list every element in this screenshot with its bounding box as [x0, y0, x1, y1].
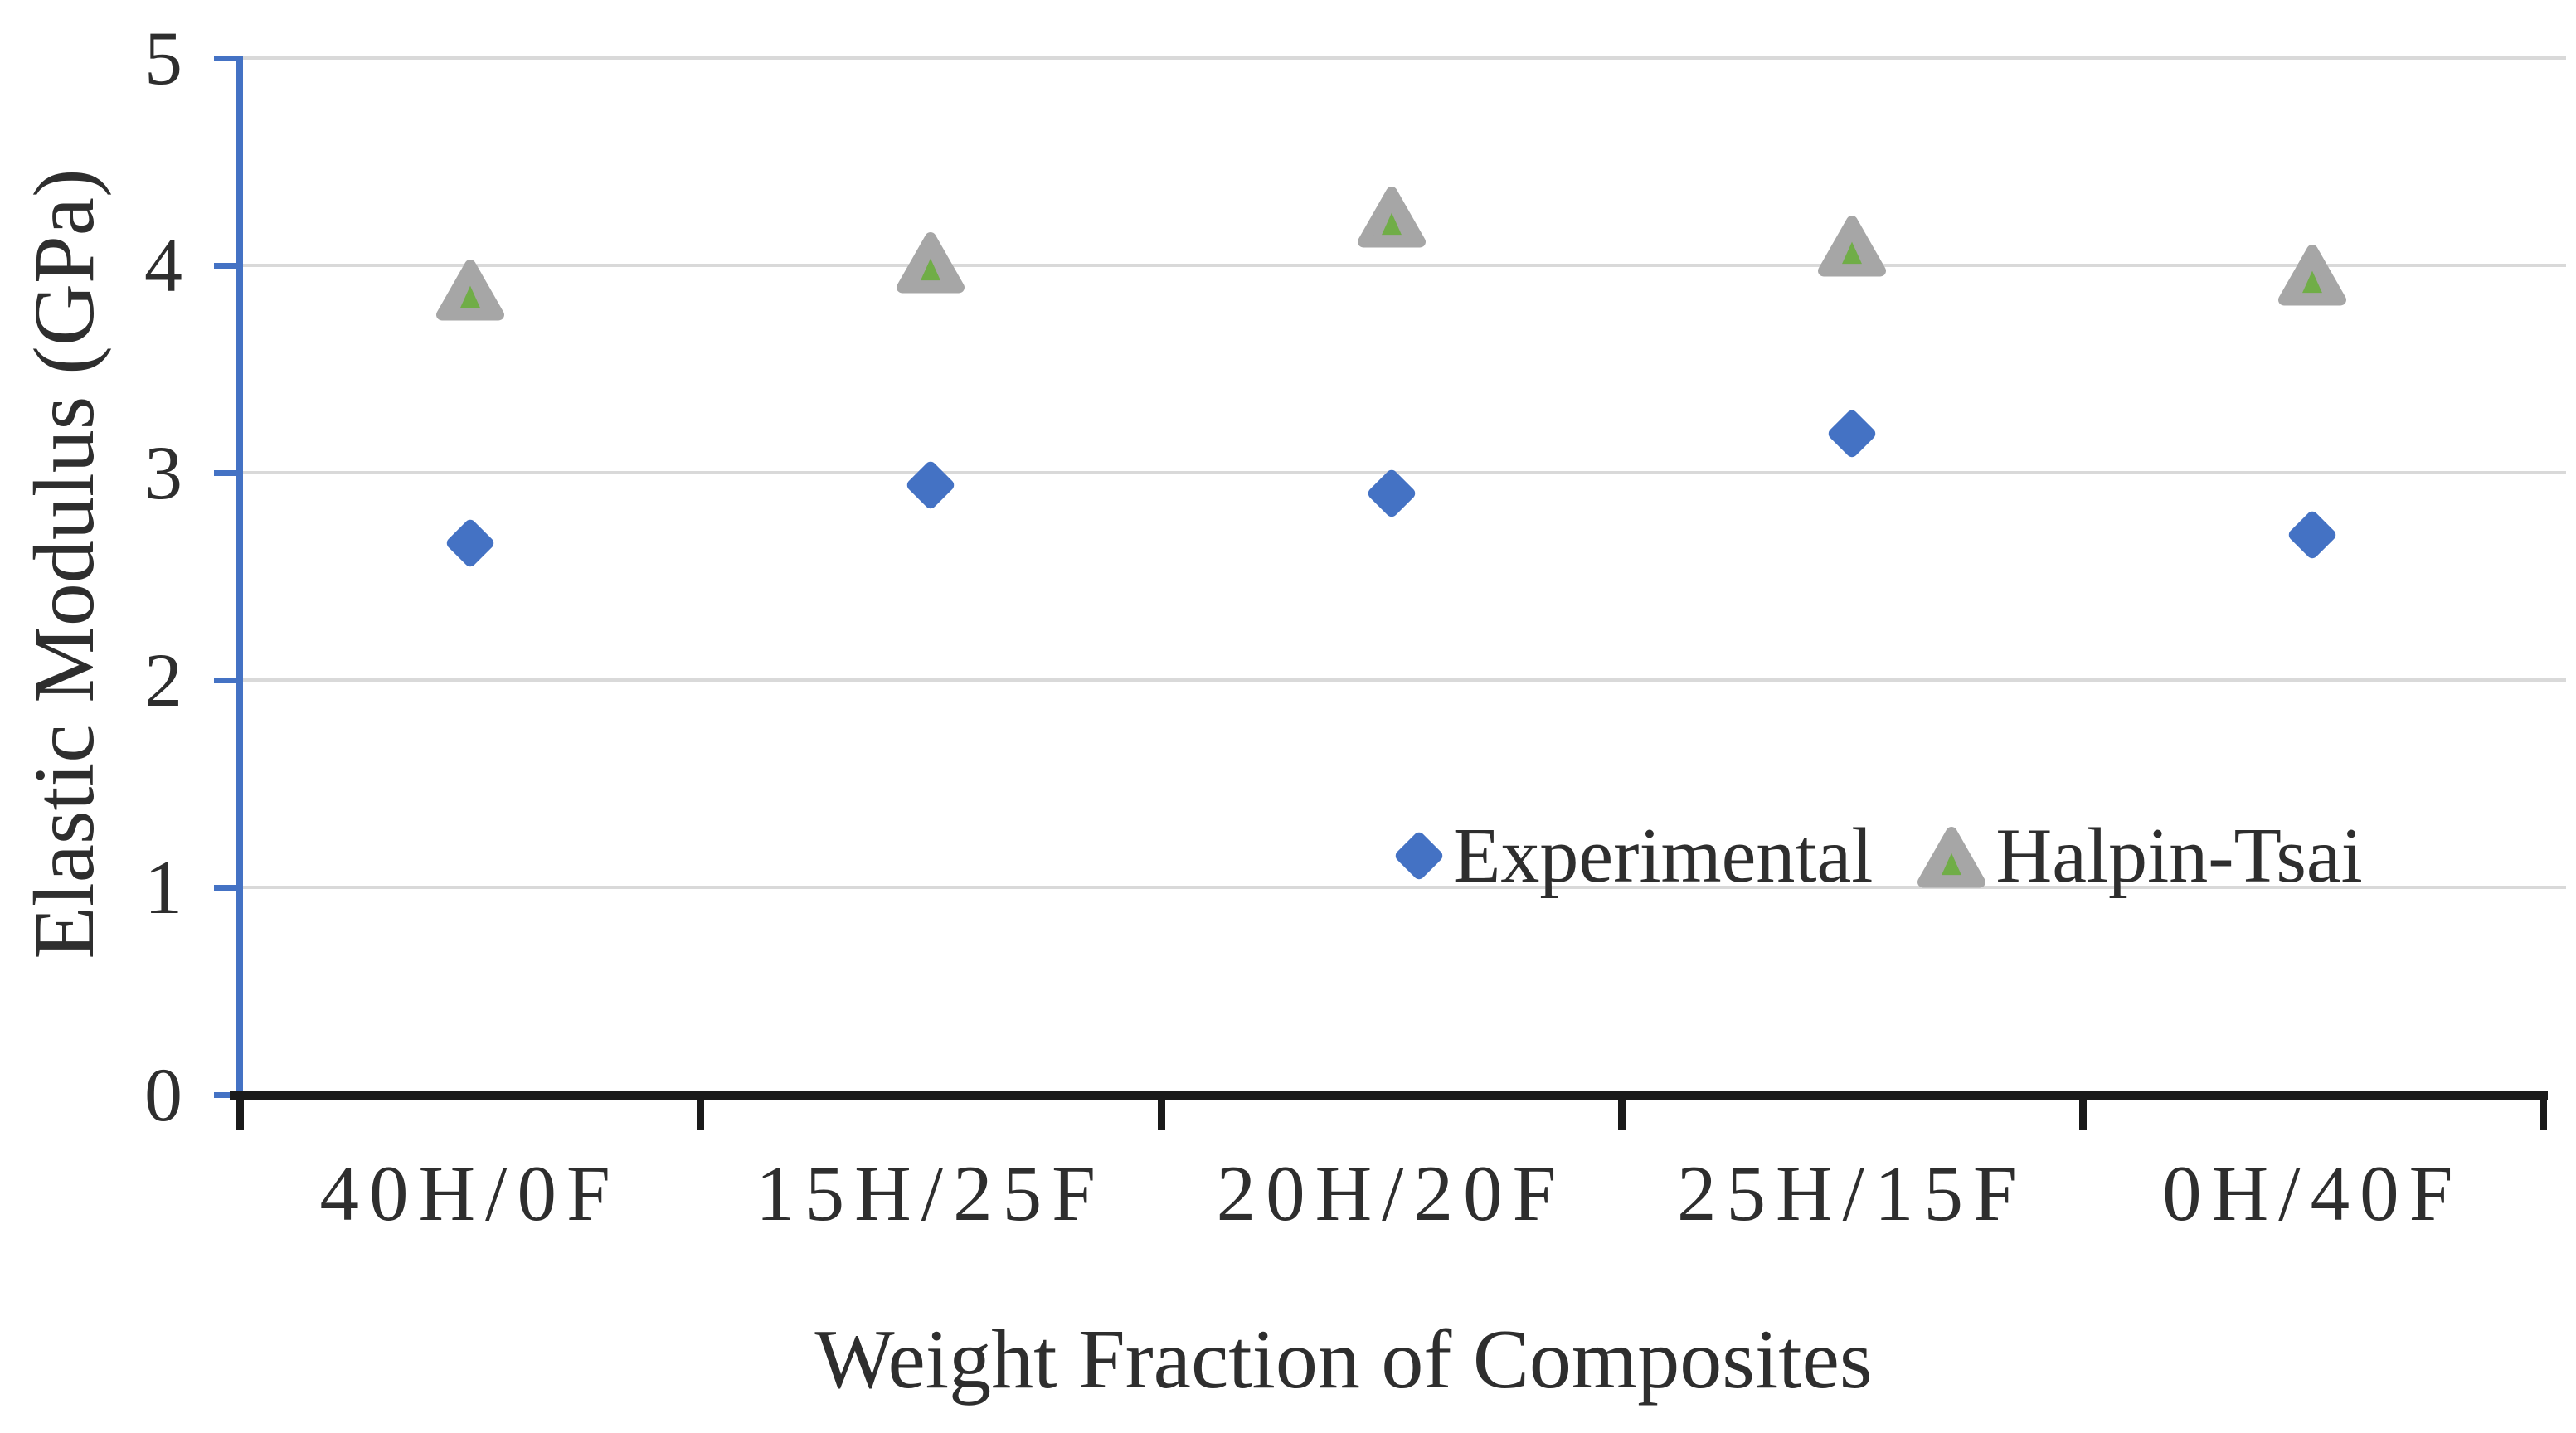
x-axis-tick [1618, 1095, 1626, 1130]
y-tick-label: 4 [144, 223, 182, 308]
x-axis-tick [2540, 1095, 2547, 1130]
data-point-experimental [1365, 467, 1417, 520]
y-axis-tick [214, 678, 236, 683]
legend-item-experimental: Experimental [1392, 813, 1874, 899]
diamond-icon [1392, 829, 1446, 882]
y-tick-label: 3 [144, 430, 182, 515]
y-tick-label: 2 [144, 638, 182, 722]
legend: Experimental Halpin-Tsai [1392, 813, 2363, 899]
x-axis-tick [2078, 1095, 2087, 1130]
y-axis-tick [214, 263, 236, 269]
gridline [240, 678, 2566, 682]
gridline [240, 886, 2566, 889]
x-axis-line [230, 1091, 2548, 1100]
y-tick-label: 5 [144, 16, 182, 100]
y-tick-label: 0 [144, 1052, 182, 1137]
legend-label-experimental: Experimental [1453, 813, 1874, 899]
data-point-experimental [2287, 508, 2339, 561]
legend-label-halpin-tsai: Halpin-Tsai [1995, 813, 2363, 899]
x-axis-tick [697, 1095, 705, 1130]
y-tick-label: 1 [144, 845, 182, 930]
y-axis-tick [214, 470, 236, 476]
data-point-halpin-tsai [2278, 244, 2347, 306]
x-tick-label: 15H/25F [756, 1149, 1106, 1237]
legend-item-halpin-tsai: Halpin-Tsai [1916, 813, 2363, 899]
x-axis-tick [1157, 1095, 1165, 1130]
x-axis-title: Weight Fraction of Composites [814, 1313, 1873, 1406]
x-tick-label: 20H/20F [1216, 1149, 1567, 1237]
data-point-experimental [444, 517, 496, 570]
y-axis-tick [214, 56, 236, 61]
triangle-icon [1917, 826, 1986, 888]
halpin-tsai-triangle-icon [1916, 822, 1987, 890]
y-axis-tick [214, 885, 236, 891]
experimental-diamond-icon [1392, 829, 1446, 882]
data-point-halpin-tsai [435, 259, 504, 320]
x-tick-label: 25H/15F [1676, 1149, 2027, 1237]
y-axis-tick [214, 1092, 236, 1098]
x-tick-label: 40H/0F [319, 1149, 620, 1237]
data-point-halpin-tsai [897, 231, 965, 294]
data-point-halpin-tsai [1357, 186, 1426, 248]
x-tick-label: 0H/40F [2162, 1149, 2463, 1237]
gridline [240, 264, 2566, 267]
y-axis-line [236, 56, 243, 1098]
data-point-experimental [1825, 407, 1879, 459]
data-point-halpin-tsai [1817, 215, 1886, 277]
x-axis-tick [236, 1095, 244, 1130]
gridline [240, 471, 2566, 474]
gridline [240, 56, 2566, 60]
data-point-experimental [904, 459, 957, 512]
